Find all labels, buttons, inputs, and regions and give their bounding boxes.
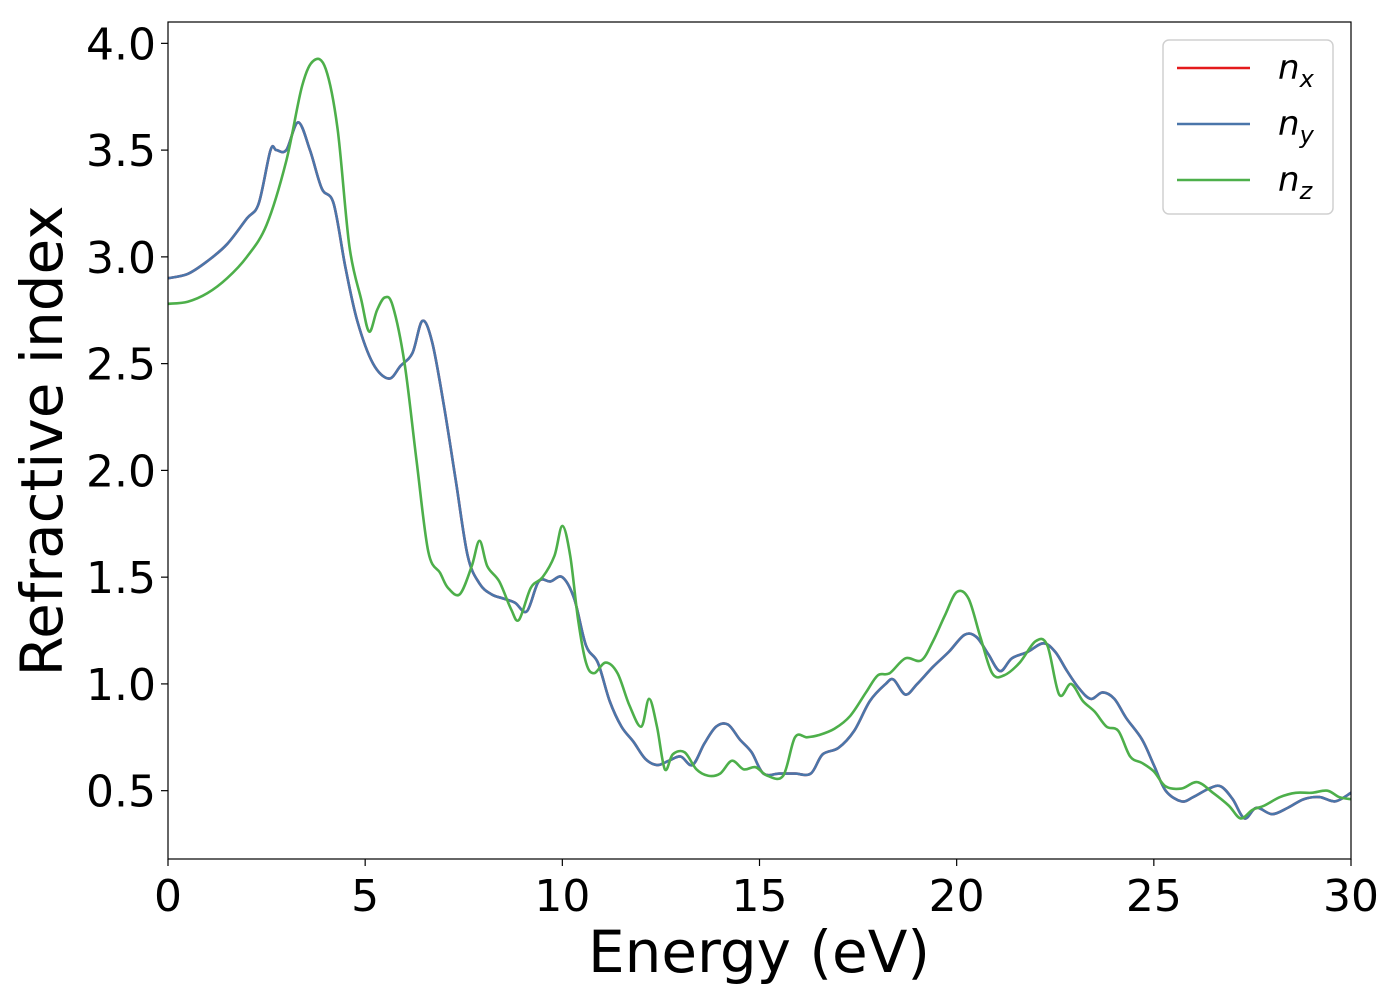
x-tick-label: 5: [351, 871, 379, 922]
y-axis-ticks: 0.5 1.0 1.5 2.0 2.5 3.0 3.5 4.0: [86, 19, 168, 818]
x-tick-label: 20: [929, 871, 985, 922]
legend-label-x: nx: [1278, 48, 1315, 93]
x-axis-ticks: 0 5 10 15 20 25 30: [154, 859, 1379, 922]
x-tick-label: 0: [154, 871, 182, 922]
series-lines: [168, 57, 1351, 820]
x-axis-title: Energy (eV): [588, 918, 930, 986]
y-tick-label: 1.5: [86, 553, 156, 604]
legend-label-subscript: z: [1299, 177, 1314, 205]
series-line-n-y: [168, 121, 1351, 820]
legend-label-base: n: [1278, 160, 1300, 200]
legend-label-y: ny: [1278, 104, 1315, 149]
x-tick-label: 10: [534, 871, 590, 922]
plot-area-frame: [167, 21, 1352, 860]
y-axis-title: Refractive index: [8, 205, 76, 676]
x-tick-label: 15: [732, 871, 788, 922]
series-line-n-x: [168, 121, 1351, 820]
y-tick-label: 3.0: [86, 233, 156, 284]
legend-box: [1162, 39, 1334, 215]
x-tick-label: 25: [1126, 871, 1182, 922]
series-line-n-z: [168, 57, 1351, 820]
y-tick-label: 2.5: [86, 340, 156, 391]
y-tick-label: 0.5: [86, 767, 156, 818]
legend-label-base: n: [1278, 104, 1300, 144]
legend-label-base: n: [1278, 48, 1300, 88]
y-tick-label: 3.5: [86, 126, 156, 177]
x-tick-label: 30: [1323, 871, 1379, 922]
y-tick-label: 4.0: [86, 19, 156, 70]
y-tick-label: 2.0: [86, 446, 156, 497]
legend-label-subscript: y: [1299, 121, 1315, 149]
legend-label-subscript: x: [1299, 65, 1315, 93]
legend-label-z: nz: [1278, 160, 1314, 205]
y-tick-label: 1.0: [86, 660, 156, 711]
